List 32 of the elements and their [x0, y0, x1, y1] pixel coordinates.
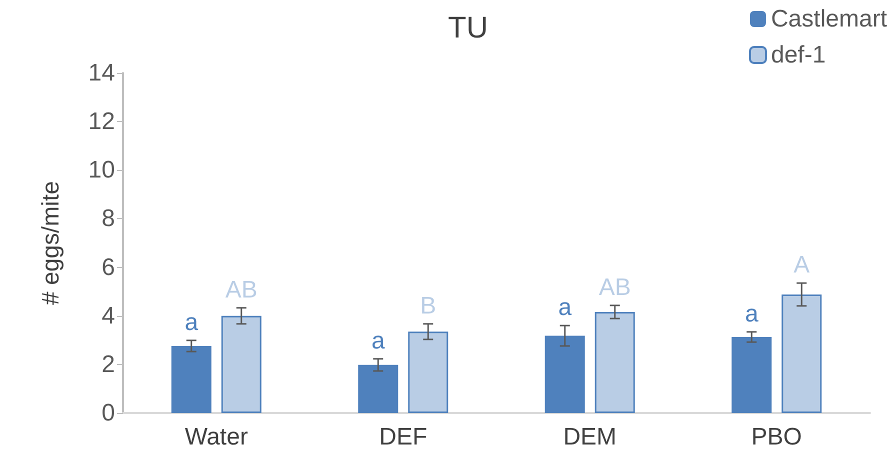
x-tick-label: Water	[184, 424, 248, 450]
x-tick-label: DEM	[563, 424, 617, 450]
data-label: a	[371, 327, 386, 354]
x-tick-label: PBO	[751, 424, 802, 450]
bar	[782, 294, 822, 413]
chart-title: TU	[448, 12, 488, 44]
bar	[594, 312, 635, 413]
bar	[358, 364, 398, 413]
y-tick-label: 4	[102, 302, 115, 330]
x-tick-label: DEF	[379, 424, 428, 450]
y-tick-label: 2	[102, 350, 115, 378]
data-label: B	[420, 292, 436, 320]
y-tick-label: 10	[88, 156, 115, 184]
bar	[544, 336, 585, 413]
data-label: a	[558, 294, 572, 322]
legend-label: def-1	[770, 42, 826, 68]
y-tick-label: 12	[88, 108, 115, 136]
data-label: a	[744, 300, 759, 328]
bar	[732, 336, 772, 413]
data-label: AB	[225, 276, 258, 304]
legend-label: Castlemart	[770, 6, 888, 32]
y-tick-label: 6	[102, 254, 115, 281]
data-label: A	[794, 252, 810, 279]
y-tick-label: 8	[102, 205, 115, 232]
data-label: AB	[598, 274, 631, 301]
bar	[221, 316, 262, 413]
y-tick-label: 14	[88, 60, 115, 86]
bar	[408, 332, 448, 413]
y-tick-label: 0	[102, 400, 115, 426]
data-label: a	[184, 308, 199, 336]
bar	[171, 346, 212, 413]
y-axis-title: # eggs/mite	[38, 180, 64, 306]
